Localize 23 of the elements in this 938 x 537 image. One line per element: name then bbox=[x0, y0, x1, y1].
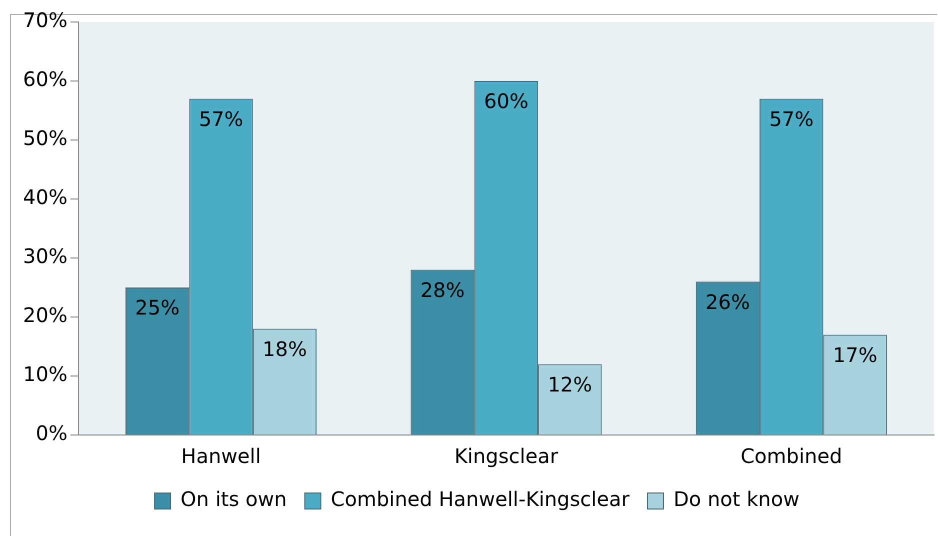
text: 25% bbox=[135, 296, 180, 320]
text: 26% bbox=[705, 290, 750, 314]
text: 60% bbox=[484, 89, 528, 114]
y-tick-label: 30% bbox=[23, 244, 68, 268]
text: 28% bbox=[420, 278, 465, 302]
y-tick-label: 10% bbox=[23, 362, 68, 386]
y-tick-label: 0% bbox=[36, 421, 68, 446]
legend-label: On its own bbox=[180, 487, 287, 512]
x-tick-label: Hanwell bbox=[181, 444, 261, 468]
x-tick-label: Combined bbox=[740, 444, 842, 468]
text: 17% bbox=[832, 342, 878, 367]
y-tick-label: 60% bbox=[23, 67, 68, 92]
text: 18% bbox=[262, 337, 307, 362]
text: 12% bbox=[548, 372, 592, 396]
x-tick-label: Kingsclear bbox=[454, 444, 559, 468]
text: 57% bbox=[198, 106, 244, 131]
y-tick-label: 40% bbox=[23, 185, 68, 210]
legend-label: Do not know bbox=[673, 487, 800, 512]
legend-label: Combined Hanwell-Kingsclear bbox=[330, 487, 630, 512]
text: 57% bbox=[769, 106, 814, 131]
y-tick-label: 70% bbox=[23, 8, 68, 32]
y-tick-label: 50% bbox=[23, 126, 68, 150]
y-tick-label: 20% bbox=[23, 303, 68, 328]
